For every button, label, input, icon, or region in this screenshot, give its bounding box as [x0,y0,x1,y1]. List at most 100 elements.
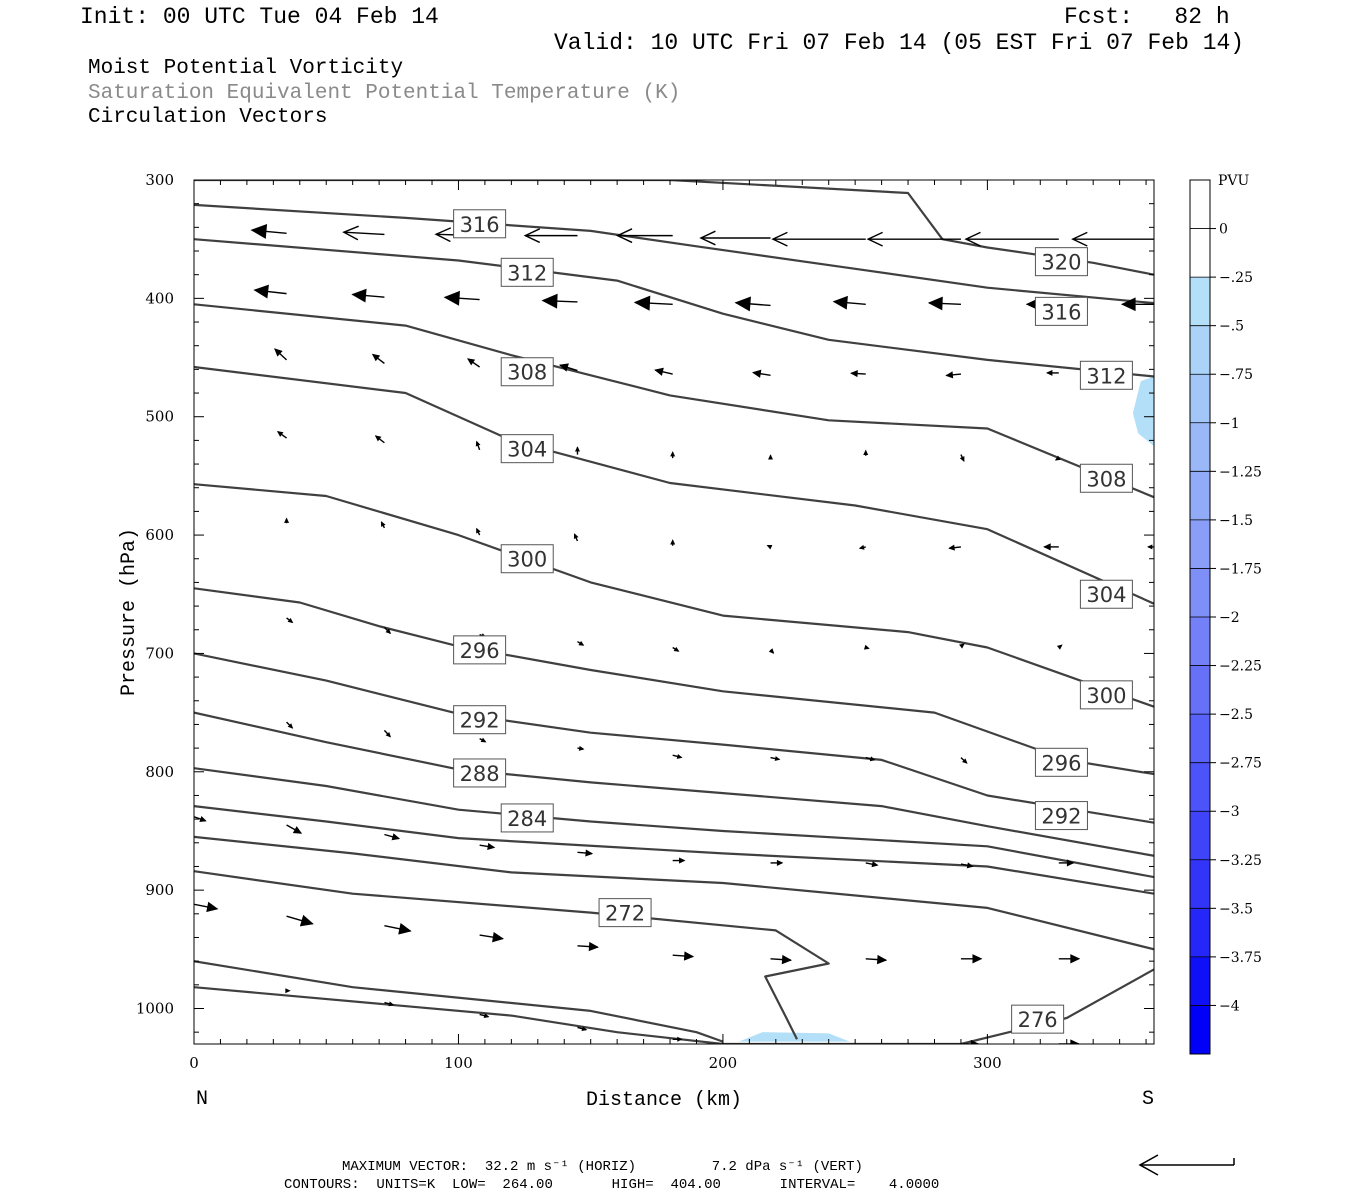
vector-head [876,954,888,965]
colorbar-swatch [1190,762,1210,812]
x-axis-title: Distance (km) [586,1089,742,1112]
circulation-vector [960,757,968,764]
circulation-vector [699,230,771,246]
vector-head [398,922,412,935]
vector-head [615,228,633,244]
vector-head [1046,369,1053,376]
circulation-vector [960,954,983,964]
circulation-vector [863,644,870,650]
vector-head [443,290,460,306]
vector-head [679,857,686,864]
vector-head [858,544,865,550]
vector-head [633,295,651,311]
vector-head [781,954,793,965]
circulation-vector [734,296,771,312]
contour-label: 312 [500,257,554,287]
vector-head [342,225,359,241]
vector-head [558,363,569,372]
circulation-vector [383,729,392,738]
contour-label: 272 [598,898,652,928]
vector-head [676,753,683,759]
vector-head [523,228,541,244]
contour-label: 284 [500,803,554,833]
theta-es-contour-300 [194,483,1154,708]
colorbar-label: −2.5 [1219,707,1253,723]
theta-es-contour-296 [194,587,1154,776]
colorbar-label: −4 [1219,998,1240,1014]
vector-head [1043,543,1051,551]
circulation-vector [770,954,793,965]
vector-head [581,1026,588,1032]
vector-head [670,539,676,545]
vector-head [573,533,579,540]
colorbar-label: −1 [1219,416,1240,432]
contour-info: CONTOURS: UNITS=K LOW= 264.00 HIGH= 404.… [284,1177,940,1193]
y-tick-label: 400 [145,289,174,307]
contour-label: 316 [453,209,507,239]
circulation-vector [286,721,294,729]
circulation-vector [670,539,676,546]
contour-label-box [453,705,507,735]
contour-label-text: 272 [605,902,645,926]
circulation-vector [1058,859,1075,867]
vector-head [1056,644,1063,650]
circulation-vector [286,617,294,624]
vector-head [962,758,968,764]
contour-label-text: 288 [460,762,500,786]
contour-label-box [1034,801,1088,831]
vector-head [654,367,664,376]
circulation-vector [865,861,879,868]
colorbar-label: −3.75 [1219,950,1262,966]
colorbar-swatch [1190,1005,1210,1055]
contour-label-box [500,357,554,387]
circulation-vector [479,737,487,743]
contour-label: 312 [1079,360,1133,390]
field-title-mpv: Moist Potential Vorticity [88,57,404,80]
colorbar-swatch [1190,617,1210,666]
circulation-vector [467,358,481,368]
circulation-vector [945,371,962,379]
circulation-vector [866,231,961,247]
circulation-vector [286,914,314,927]
circulation-vector [443,290,480,306]
vector-head [776,859,784,866]
circulation-vector [286,824,303,834]
mpv-shaded-region [738,1032,850,1042]
circulation-vector [964,231,1059,247]
circulation-vector [672,753,683,759]
vector-head [467,358,476,366]
vector-head [588,941,599,952]
circulation-vector [615,228,673,244]
circulation-vector [768,454,774,460]
vector-head [927,296,943,311]
circulation-vector [276,431,287,439]
forecast-hour: Fcst: 82 h [1064,4,1230,30]
vector-head [766,545,773,550]
contour-label-box [500,257,554,287]
vector-head [751,369,762,378]
theta-es-contour-320 [194,180,1154,276]
contour-label-box [453,635,507,665]
contour-label-text: 308 [1086,467,1126,491]
circulation-vector [380,521,386,529]
vector-head [480,737,487,743]
vector-head [959,643,965,649]
vector-head [966,862,974,869]
contour-label: 276 [1011,1004,1065,1034]
circulation-vector [1058,954,1081,964]
x-tick-label: 100 [444,1054,473,1072]
circulation-vector [633,295,673,311]
circulation-vector [374,435,385,444]
colorbar-label: −3.5 [1219,901,1253,917]
vector-head [380,521,386,527]
theta-es-contour-312 [194,238,1154,378]
vector-head [832,295,848,310]
vector-head [863,449,869,455]
circulation-vector [479,1013,490,1019]
vector-head [948,544,955,551]
colorbar-swatch [1190,471,1210,521]
circulation-vector [850,370,866,378]
vector-head [492,931,504,943]
max-vector-note: MAXIMUM VECTOR: 32.2 m s⁻¹ (HORIZ) 7.2 d… [342,1159,863,1175]
y-tick-label: 700 [145,644,174,662]
